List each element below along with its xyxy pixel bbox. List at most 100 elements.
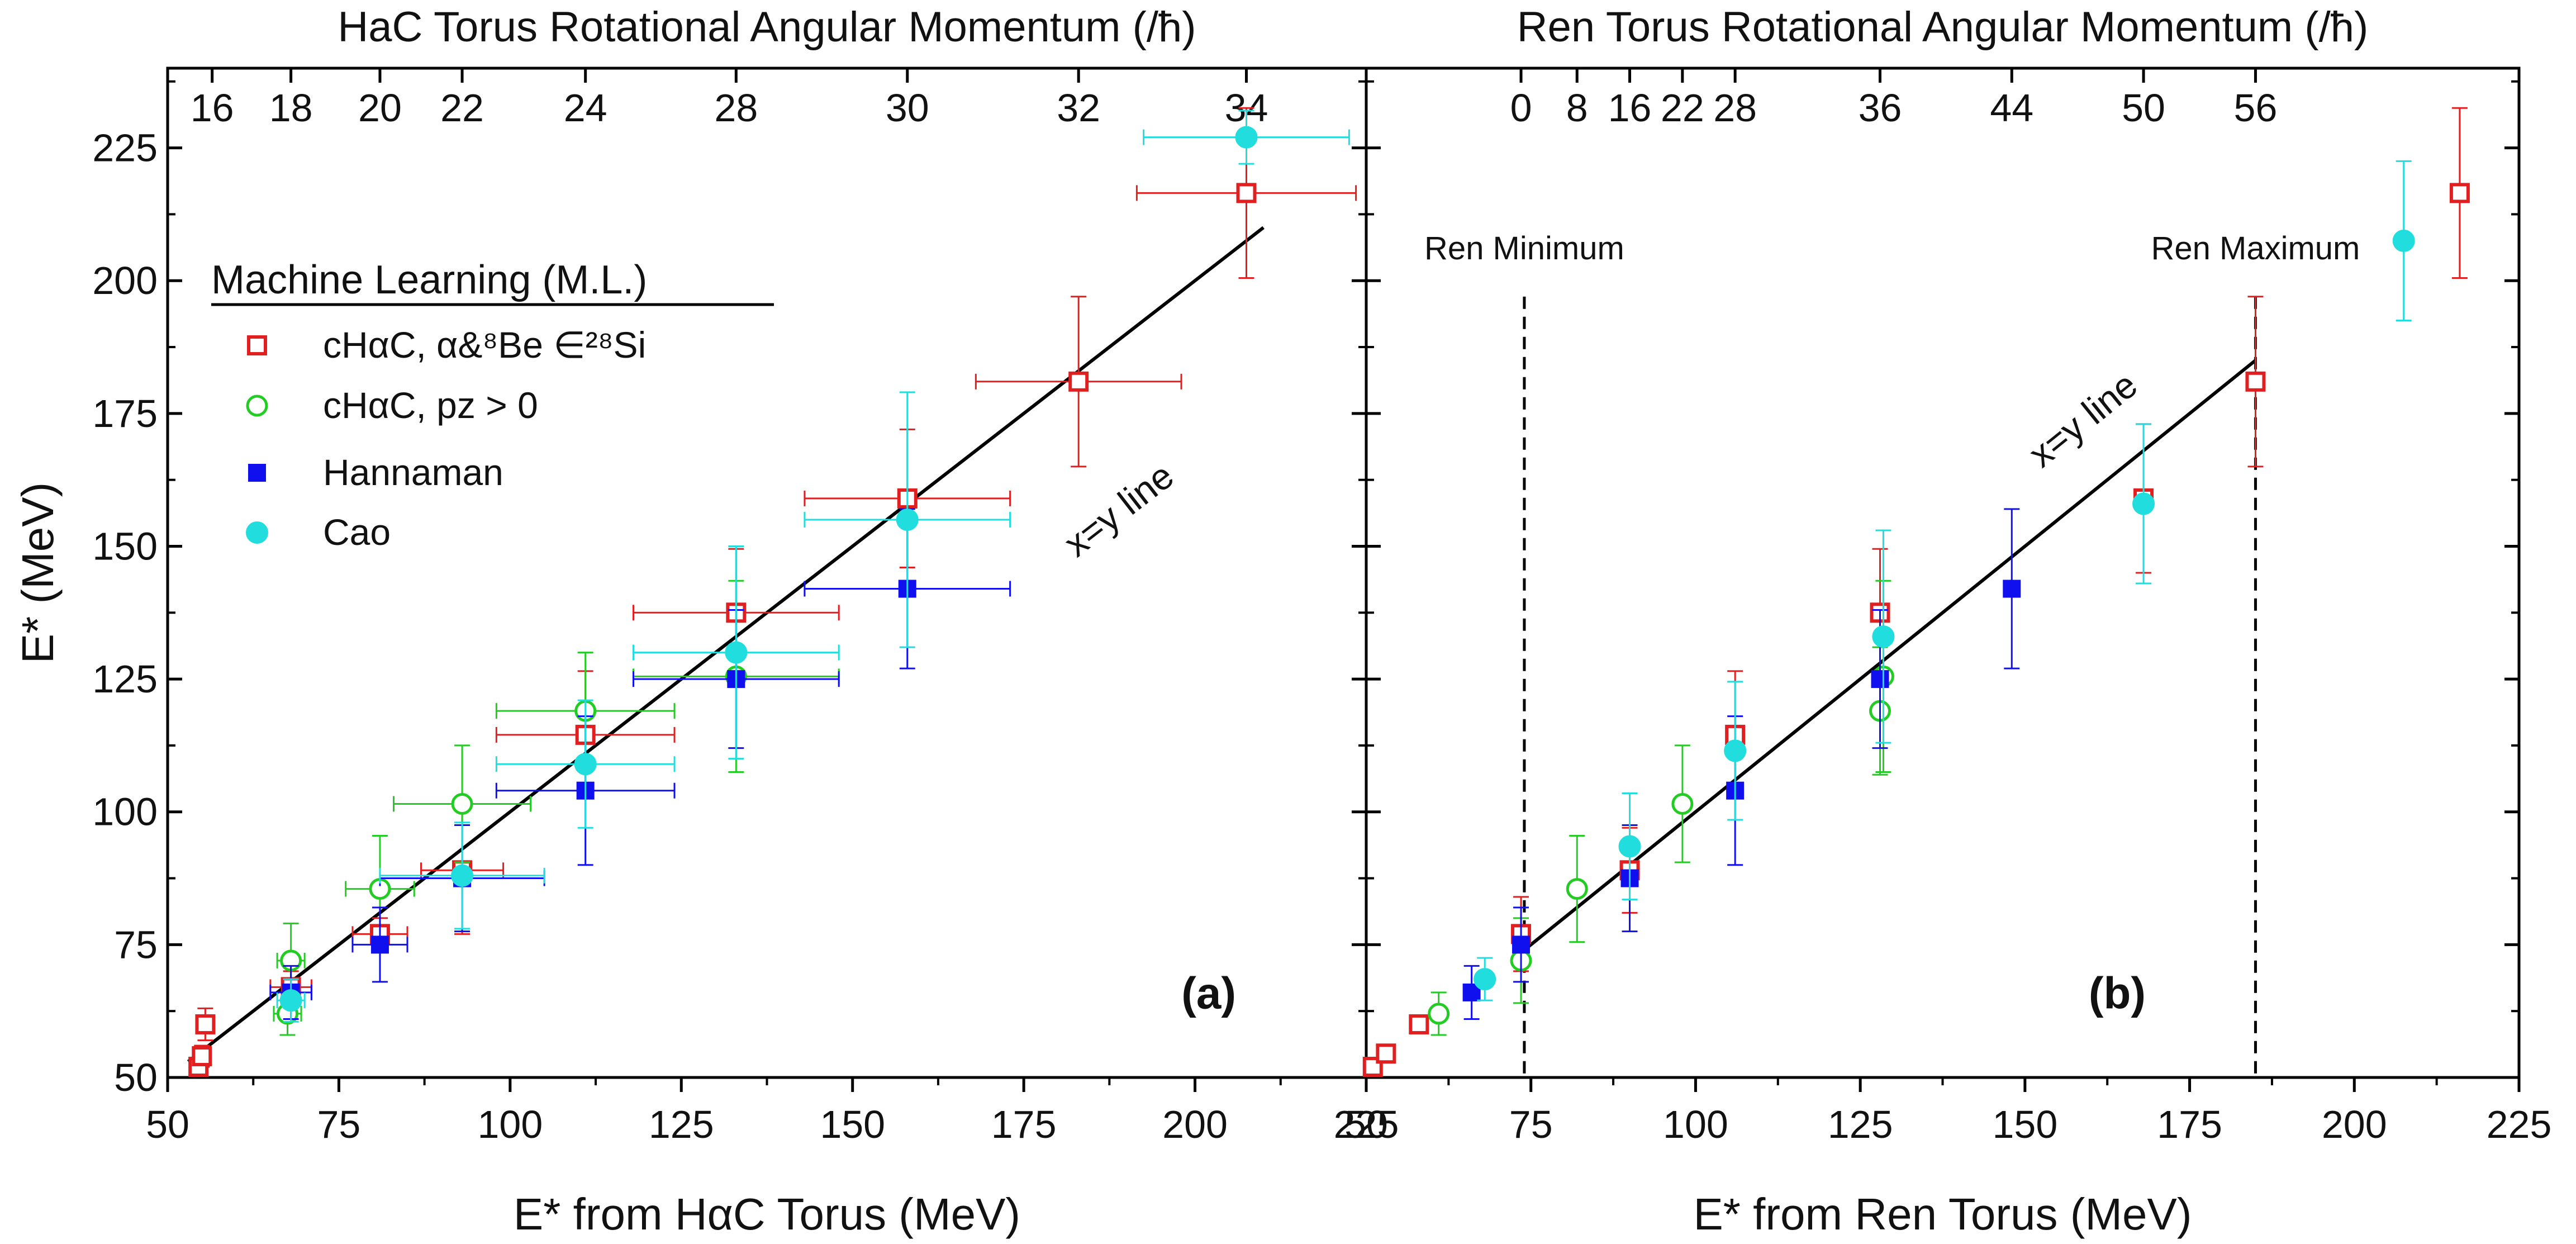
data-point (1474, 968, 1496, 991)
top-axis-title: Ren Torus Rotational Angular Momentum (/… (1517, 3, 2369, 51)
data-point (1236, 183, 1257, 203)
legend-entry-label: Hannaman (323, 452, 503, 493)
data-point (1512, 936, 1531, 954)
x-tick-label: 150 (1992, 1103, 2057, 1146)
data-point (1872, 625, 1895, 648)
series-filled-square (1462, 508, 2021, 1020)
data-point (2132, 492, 2155, 515)
top-tick-label: 8 (1566, 86, 1588, 130)
data-point (195, 1014, 216, 1034)
legend-entry-label: Cao (323, 511, 391, 553)
x-tick-label: 200 (2322, 1103, 2387, 1146)
x-tick-label: 100 (1663, 1103, 1728, 1146)
data-point (1724, 739, 1747, 762)
top-tick-label: 22 (1661, 86, 1704, 130)
x-equals-y-line (187, 226, 1265, 1063)
legend-marker (246, 521, 268, 544)
legend-entry-label: cHαC, α&⁸Be ∈²⁸Si (323, 324, 646, 365)
top-tick-label: 0 (1510, 86, 1532, 130)
data-point (574, 753, 597, 776)
x-tick-label: 125 (649, 1103, 714, 1146)
legend-entry-label: cHαC, pz > 0 (323, 384, 538, 426)
x-tick-label: 150 (820, 1103, 885, 1146)
y-tick-label: 50 (114, 1056, 158, 1099)
series-filled-circle (1474, 160, 2415, 1001)
series-open-circle (273, 580, 840, 1036)
data-point (279, 989, 302, 1012)
top-tick-label: 44 (1990, 86, 2033, 130)
top-tick-label: 24 (564, 86, 607, 130)
legend-title: Machine Learning (M.L.) (211, 258, 647, 302)
x-axis-title: E* from Ren Torus (MeV) (1693, 1189, 2192, 1239)
data-point (1409, 1014, 1429, 1034)
top-tick-label: 20 (358, 86, 402, 130)
data-point (370, 936, 389, 954)
series-filled-circle (276, 110, 1350, 1023)
plot-frame (1365, 67, 2521, 1079)
legend-marker (248, 464, 266, 482)
x-axis-title: E* from HαC Torus (MeV) (514, 1189, 1020, 1239)
panel-b: 50 75 100 125 150 175 200 225 0 8 16 22 28 36 44 50 56 Re… (1344, 3, 2551, 1239)
x-equals-y-label: x=y line (1056, 454, 1181, 564)
x-tick-label: 225 (2487, 1103, 2552, 1146)
data-point (2003, 580, 2021, 598)
top-tick-label: 16 (191, 86, 234, 130)
x-equals-y-label: x=y line (2021, 364, 2145, 475)
panel-label: (b) (2089, 968, 2146, 1018)
data-point (1871, 670, 1889, 689)
top-tick-label: 28 (1713, 86, 1757, 130)
x-tick-label: 50 (1344, 1103, 1388, 1146)
x-tick-label: 125 (1828, 1103, 1893, 1146)
x-tick-label: 75 (317, 1103, 360, 1146)
data-point (1618, 835, 1641, 858)
legend-marker (246, 395, 268, 417)
panel-a: 50 75 100 125 150 175 200 225507510012515017520… (13, 3, 1399, 1239)
data-point (1428, 1003, 1450, 1025)
data-point (1068, 371, 1089, 392)
top-tick-label: 50 (2122, 86, 2165, 130)
top-tick-label: 56 (2234, 86, 2278, 130)
series-open-circle (1428, 580, 1894, 1036)
data-point (2392, 229, 2415, 252)
top-tick-label: 36 (1859, 86, 1902, 130)
x-tick-label: 200 (1162, 1103, 1228, 1146)
x-tick-label: 175 (2157, 1103, 2222, 1146)
x-equals-y-line (1523, 359, 2257, 952)
ren-boundary-label: Ren Maximum (2151, 230, 2360, 267)
data-point (725, 641, 748, 664)
data-point (192, 1046, 212, 1066)
data-point (896, 508, 919, 531)
panel-label: (a) (1181, 968, 1236, 1018)
top-axis-title: HaC Torus Rotational Angular Momentum (/… (338, 3, 1196, 51)
data-point (1566, 878, 1588, 900)
x-tick-label: 75 (1509, 1103, 1553, 1146)
y-tick-label: 75 (114, 923, 158, 966)
y-axis-title: E* (MeV) (13, 482, 63, 664)
y-tick-label: 200 (92, 259, 158, 302)
data-point (2245, 371, 2266, 392)
y-tick-label: 125 (92, 657, 158, 701)
x-tick-label: 50 (146, 1103, 189, 1146)
x-tick-label: 225 (1334, 1103, 1399, 1146)
data-point (1235, 126, 1258, 149)
top-tick-label: 16 (1608, 86, 1652, 130)
data-point (1376, 1043, 1396, 1064)
legend: Machine Learning (M.L.) cHαC, α&⁸Be ∈²⁸Si… (211, 258, 774, 553)
top-tick-label: 32 (1057, 86, 1100, 130)
top-tick-label: 28 (714, 86, 758, 130)
data-point (1671, 792, 1694, 815)
x-tick-label: 100 (477, 1103, 543, 1146)
x-tick-label: 175 (991, 1103, 1057, 1146)
y-tick-label: 150 (92, 524, 158, 568)
data-point (2449, 183, 2470, 203)
plot-frame (166, 67, 1368, 1079)
legend-marker (247, 335, 267, 355)
data-point (451, 864, 474, 887)
series-open-square (188, 107, 1357, 1077)
y-tick-label: 100 (92, 790, 158, 834)
top-tick-label: 22 (440, 86, 484, 130)
top-tick-label: 18 (269, 86, 313, 130)
top-tick-label: 30 (886, 86, 929, 130)
ren-boundary-label: Ren Minimum (1424, 230, 1624, 267)
